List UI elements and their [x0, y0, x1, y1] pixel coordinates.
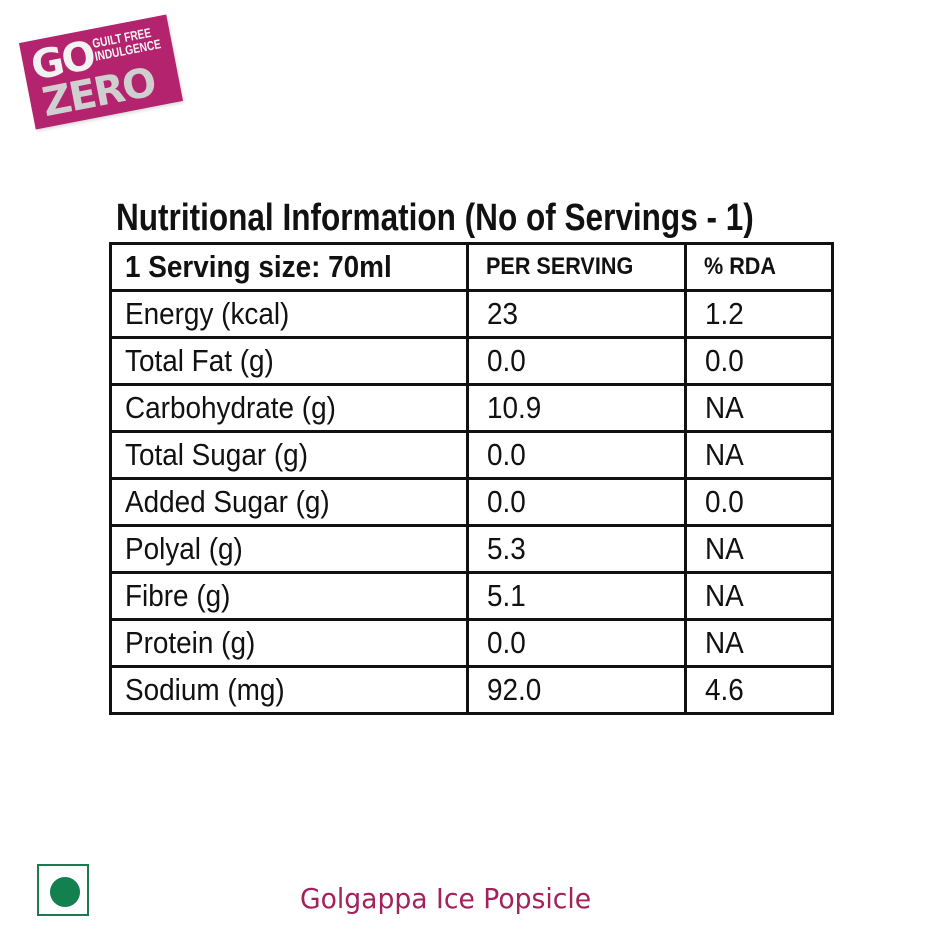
table-row: Sodium (mg) 92.0 4.6	[109, 665, 834, 715]
rda-cell: 4.6	[684, 665, 834, 715]
rda-cell: NA	[684, 430, 834, 480]
nutrition-title: Nutritional Information (No of Servings …	[116, 197, 754, 239]
veg-mark-icon	[37, 864, 89, 916]
nutrient-cell: Total Fat (g)	[109, 336, 469, 386]
table-row: Energy (kcal) 23 1.2	[109, 289, 834, 339]
rda-cell: NA	[684, 618, 834, 668]
rda-cell: NA	[684, 383, 834, 433]
table-row: Carbohydrate (g) 10.9 NA	[109, 383, 834, 433]
nutrient-cell: Fibre (g)	[109, 571, 469, 621]
rda-cell: NA	[684, 571, 834, 621]
nutrient-cell: Protein (g)	[109, 618, 469, 668]
per-serving-cell: 0.0	[466, 618, 687, 668]
per-serving-cell: 92.0	[466, 665, 687, 715]
table-row: Protein (g) 0.0 NA	[109, 618, 834, 668]
product-name: Golgappa Ice Popsicle	[300, 882, 592, 915]
veg-dot-icon	[50, 877, 80, 907]
table-row: Polyal (g) 5.3 NA	[109, 524, 834, 574]
rda-cell: 1.2	[684, 289, 834, 339]
per-serving-cell: 5.3	[466, 524, 687, 574]
nutrition-table: 1 Serving size: 70ml PER SERVING % RDA E…	[109, 242, 834, 715]
nutrient-cell: Sodium (mg)	[109, 665, 469, 715]
table-row: Total Fat (g) 0.0 0.0	[109, 336, 834, 386]
nutrient-cell: Energy (kcal)	[109, 289, 469, 339]
rda-cell: 0.0	[684, 336, 834, 386]
per-serving-cell: 0.0	[466, 336, 687, 386]
go-zero-badge: GO GUILT FREE INDULGENCE ZERO	[18, 14, 184, 130]
nutrient-cell: Polyal (g)	[109, 524, 469, 574]
table-row: Total Sugar (g) 0.0 NA	[109, 430, 834, 480]
header-rda: % RDA	[684, 242, 834, 292]
table-row: Fibre (g) 5.1 NA	[109, 571, 834, 621]
nutrient-cell: Total Sugar (g)	[109, 430, 469, 480]
per-serving-cell: 23	[466, 289, 687, 339]
rda-cell: 0.0	[684, 477, 834, 527]
table-header-row: 1 Serving size: 70ml PER SERVING % RDA	[109, 242, 834, 292]
per-serving-cell: 10.9	[466, 383, 687, 433]
per-serving-cell: 0.0	[466, 430, 687, 480]
header-per-serving: PER SERVING	[466, 242, 687, 292]
nutrient-cell: Added Sugar (g)	[109, 477, 469, 527]
nutrient-cell: Carbohydrate (g)	[109, 383, 469, 433]
badge-tagline: GUILT FREE INDULGENCE	[91, 24, 162, 64]
per-serving-cell: 5.1	[466, 571, 687, 621]
header-serving-size: 1 Serving size: 70ml	[109, 242, 469, 292]
rda-cell: NA	[684, 524, 834, 574]
per-serving-cell: 0.0	[466, 477, 687, 527]
table-row: Added Sugar (g) 0.0 0.0	[109, 477, 834, 527]
